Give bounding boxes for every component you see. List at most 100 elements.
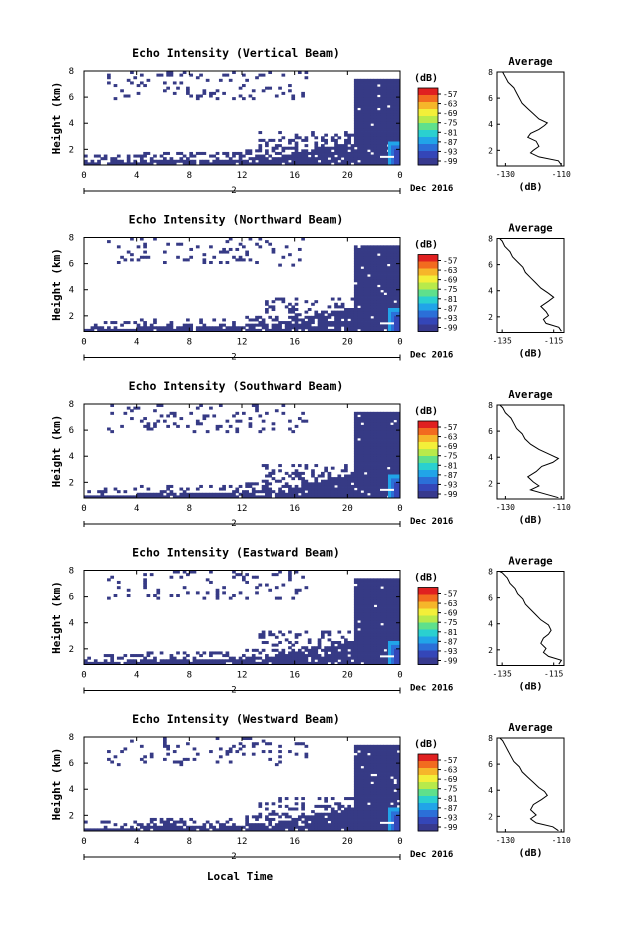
echo-cell: [350, 495, 355, 499]
echo-cell: [281, 157, 286, 161]
echo-cell: [225, 250, 230, 254]
echo-cell: [373, 820, 378, 824]
echo-cell: [383, 744, 388, 748]
echo-cell: [370, 287, 375, 291]
echo-cell: [383, 784, 388, 788]
echo-cell: [376, 274, 381, 278]
echo-cell: [363, 159, 368, 163]
echo-cell: [363, 419, 368, 423]
echo-cell: [169, 661, 174, 665]
echo-cell: [383, 630, 388, 634]
echo-cell: [156, 596, 161, 600]
echo-cell: [156, 492, 161, 496]
echo-cell: [327, 321, 332, 325]
echo-cell: [90, 495, 95, 499]
echo-cell: [186, 573, 190, 577]
echo-cell: [261, 464, 266, 468]
echo-cell: [192, 661, 197, 665]
echo-cell: [376, 612, 381, 616]
echo-cell: [265, 815, 269, 819]
echo-cell: [130, 417, 134, 421]
echo-cell: [376, 328, 381, 332]
echo-cell: [373, 443, 378, 447]
echo-cell: [291, 464, 296, 468]
echo-cell: [97, 159, 101, 163]
echo-cell: [370, 638, 375, 642]
echo-cell: [195, 492, 200, 496]
echo-cell: [363, 656, 368, 660]
echo-cell: [370, 245, 375, 249]
echo-cell: [363, 328, 368, 332]
echo-cell: [261, 162, 266, 166]
echo-cell: [396, 586, 401, 590]
colorbar-swatch: [418, 761, 438, 769]
echo-cell: [340, 656, 345, 660]
avg-y-tick-label: 4: [488, 287, 493, 296]
echo-cell: [304, 656, 309, 660]
echo-cell: [370, 817, 375, 821]
echo-cell: [357, 302, 361, 306]
echo-cell: [304, 487, 309, 491]
echo-cell: [367, 651, 371, 655]
echo-cell: [383, 271, 388, 275]
colorbar-tick-label: -93: [443, 647, 458, 656]
echo-cell: [271, 138, 276, 142]
echo-cell: [294, 144, 299, 148]
echo-cell: [357, 466, 361, 470]
echo-cell: [314, 146, 319, 150]
echo-cell: [172, 750, 177, 754]
echo-cell: [367, 622, 371, 626]
echo-cell: [390, 138, 394, 142]
echo-cell: [93, 495, 98, 499]
echo-cell: [186, 825, 190, 829]
echo-cell: [159, 162, 164, 166]
echo-cell: [353, 91, 358, 95]
echo-cell: [373, 427, 378, 431]
echo-cell: [330, 297, 335, 301]
colorbar-swatch: [418, 95, 438, 103]
echo-cell: [360, 620, 365, 624]
x-tick-label: 12: [237, 837, 248, 847]
echo-cell: [245, 737, 249, 741]
echo-cell: [393, 115, 398, 119]
echo-cell: [258, 815, 263, 819]
echo-cell: [242, 744, 246, 748]
echo-cell: [258, 138, 263, 142]
echo-cell: [357, 128, 361, 132]
echo-cell: [192, 820, 197, 824]
echo-cell: [324, 146, 328, 150]
echo-cell: [393, 583, 398, 587]
echo-cell: [166, 162, 170, 166]
echo-cell: [370, 419, 375, 423]
echo-cell: [176, 659, 180, 663]
echo-cell: [304, 138, 309, 142]
echo-cell: [288, 419, 292, 423]
echo-cell: [327, 477, 332, 481]
echo-cell: [159, 820, 164, 824]
echo-cell: [222, 654, 226, 658]
echo-cell: [350, 474, 355, 478]
echo-cell: [376, 414, 381, 418]
echo-cell: [334, 477, 338, 481]
echo-cell: [376, 258, 381, 262]
echo-cell: [301, 237, 305, 241]
echo-cell: [367, 609, 371, 613]
echo-cell: [281, 154, 286, 158]
echo-cell: [304, 310, 309, 314]
echo-cell: [245, 162, 249, 166]
surface-echo: [394, 315, 400, 332]
echo-cell: [307, 817, 312, 821]
echo-cell: [376, 302, 381, 306]
echo-cell: [380, 755, 384, 759]
echo-cell: [380, 91, 384, 95]
echo-cell: [363, 776, 368, 780]
echo-cell: [357, 247, 361, 251]
echo-cell: [373, 136, 378, 140]
echo-cell: [205, 159, 210, 163]
echo-cell: [376, 633, 381, 637]
echo-cell: [396, 292, 401, 296]
echo-cell: [222, 247, 226, 251]
echo-cell: [376, 159, 381, 163]
echo-cell: [370, 601, 375, 605]
echo-cell: [383, 646, 388, 650]
